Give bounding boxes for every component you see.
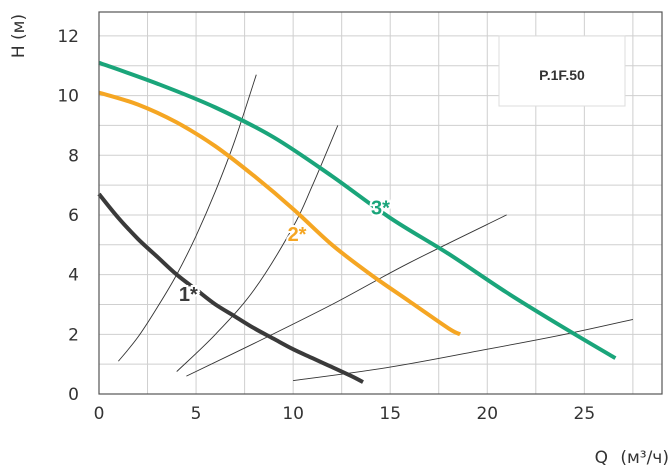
curve-label-3: 3* bbox=[371, 197, 390, 219]
y-tick-label: 6 bbox=[68, 206, 79, 226]
system-curve bbox=[176, 125, 339, 372]
tick-labels: 051015202530024681012 bbox=[57, 27, 671, 424]
x-axis-unit: (м³/ч) bbox=[620, 448, 669, 468]
x-axis-label: Q bbox=[595, 448, 608, 468]
y-tick-label: 12 bbox=[57, 27, 79, 47]
series-line-3 bbox=[98, 60, 617, 360]
x-tick-label: 25 bbox=[574, 404, 596, 424]
y-tick-label: 10 bbox=[57, 87, 79, 107]
system-curve bbox=[118, 74, 257, 362]
x-axis-title: Q (м³/ч) bbox=[595, 448, 669, 468]
y-tick-label: 0 bbox=[68, 385, 79, 405]
system-curve bbox=[186, 214, 507, 377]
x-tick-label: 15 bbox=[379, 404, 401, 424]
system-curve bbox=[293, 318, 633, 382]
y-tick-label: 8 bbox=[68, 146, 79, 166]
model-box: P.1F.50 bbox=[498, 35, 626, 107]
model-label: P.1F.50 bbox=[539, 67, 585, 83]
y-tick-label: 2 bbox=[68, 325, 79, 345]
x-tick-label: 5 bbox=[191, 404, 202, 424]
series-line-2 bbox=[98, 90, 462, 337]
plot-frame bbox=[98, 11, 663, 395]
plot-border bbox=[98, 11, 663, 395]
series-line-1 bbox=[97, 192, 364, 384]
x-tick-label: 10 bbox=[282, 404, 304, 424]
curve-label-2: 2* bbox=[288, 224, 307, 246]
curve-labels: 1* 2* 3* bbox=[177, 195, 392, 308]
curve-label-1: 1* bbox=[179, 284, 198, 306]
model-box-frame bbox=[498, 35, 626, 107]
system-curves bbox=[118, 74, 633, 382]
pump-curves bbox=[97, 60, 617, 384]
x-tick-label: 0 bbox=[94, 404, 105, 424]
y-tick-label: 4 bbox=[68, 266, 79, 286]
y-axis-title: H (м) bbox=[9, 14, 29, 58]
x-tick-label: 20 bbox=[476, 404, 498, 424]
